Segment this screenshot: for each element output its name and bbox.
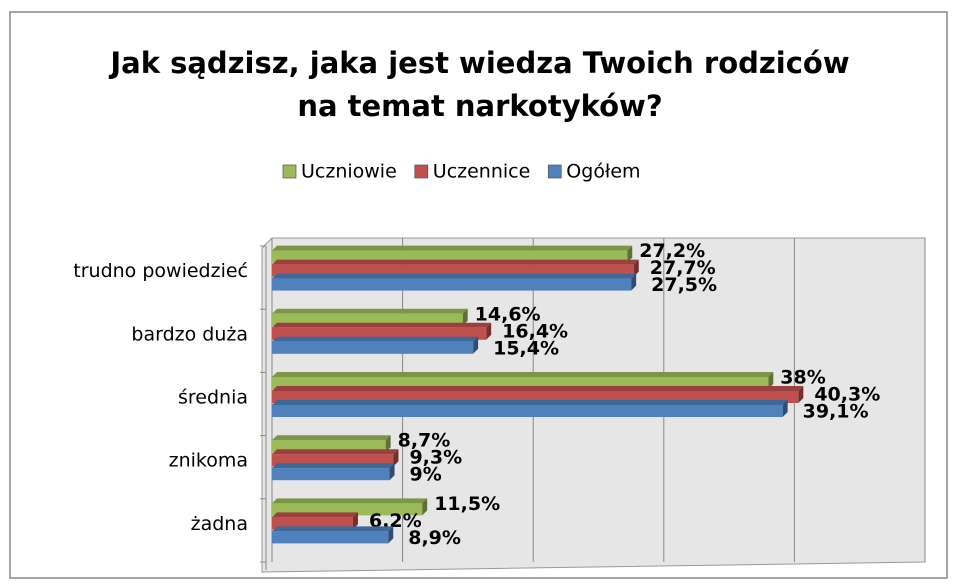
bar-top <box>272 400 788 405</box>
data-label: 9% <box>410 464 442 486</box>
bar <box>272 341 474 354</box>
bar-top <box>272 512 358 518</box>
bar-top <box>272 435 391 441</box>
y-tick-label: znikoma <box>169 450 248 472</box>
y-tick-label: średnia <box>178 387 248 409</box>
data-label: 39,1% <box>803 401 869 423</box>
bar-top <box>272 386 804 391</box>
bar-top <box>272 372 774 377</box>
bar-side <box>389 463 395 481</box>
legend-label: Ogółem <box>566 161 640 183</box>
y-tick-label: bardzo duża <box>131 323 248 345</box>
data-label: 27,7% <box>650 257 716 279</box>
data-label: 14,6% <box>475 303 541 325</box>
bar-top <box>272 245 633 251</box>
legend-label: Uczennice <box>433 161 531 183</box>
data-label: 16,4% <box>502 320 568 342</box>
bar-side <box>782 400 788 417</box>
chart-title: Jak sądzisz, jaka jest wiedza Twoich rod… <box>110 46 850 123</box>
bar-side <box>768 372 774 389</box>
data-label: 9,3% <box>409 447 462 469</box>
bar-top <box>272 273 637 279</box>
bar-side <box>473 336 479 354</box>
bar <box>272 531 389 544</box>
bar-side <box>631 273 637 291</box>
data-label: 40,3% <box>814 384 880 406</box>
bar-side <box>388 526 394 544</box>
bar-top <box>272 336 479 342</box>
bar <box>272 405 783 417</box>
bar-side <box>486 322 492 340</box>
bar-top <box>272 259 639 265</box>
data-label: 27,2% <box>639 240 705 262</box>
data-label: 8,9% <box>408 527 461 549</box>
bar-top <box>272 449 399 455</box>
bar-side <box>633 259 639 277</box>
y-tick-label: żadna <box>191 513 248 535</box>
bar-top <box>272 498 428 504</box>
bar-side <box>393 449 399 467</box>
data-label: 8,7% <box>398 430 451 452</box>
bar <box>272 278 632 291</box>
legend-swatch <box>282 164 297 179</box>
legend-label: Uczniowie <box>301 161 397 183</box>
chart-border <box>9 11 948 579</box>
bar-side <box>385 435 391 453</box>
bar-side <box>627 245 633 263</box>
bar-top <box>272 526 394 532</box>
bar-side <box>798 386 804 403</box>
y-tick-label: trudno powiedzieć <box>73 260 248 282</box>
data-label: 15,4% <box>493 337 559 359</box>
bar-top <box>272 463 395 469</box>
bar-side <box>462 308 468 326</box>
bar <box>272 468 390 481</box>
data-label: 11,5% <box>434 493 500 515</box>
bar-top <box>272 322 492 328</box>
legend-swatch <box>414 164 429 179</box>
bar-side <box>422 498 428 516</box>
bar-top <box>272 308 468 314</box>
legend-swatch <box>547 164 562 179</box>
bar-side <box>352 512 358 530</box>
data-label: 38% <box>780 367 825 389</box>
data-label: 27,5% <box>651 274 717 296</box>
